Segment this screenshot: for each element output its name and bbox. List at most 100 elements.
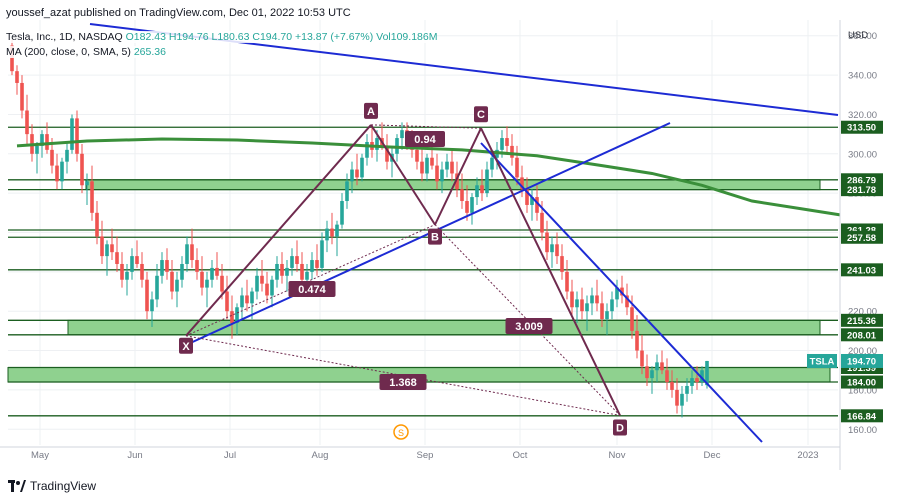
level-price-text: 184.00 <box>847 378 876 389</box>
candle-body <box>420 161 424 174</box>
level-price-text: 191.39 <box>847 363 876 374</box>
candle-body <box>185 244 189 264</box>
candle-body <box>345 181 349 202</box>
candle-body <box>55 165 59 182</box>
pattern-point-bg <box>428 228 442 245</box>
candle-body <box>300 263 304 280</box>
candle-body <box>645 366 649 379</box>
candle-body <box>690 378 694 386</box>
legend-symbol: Tesla, Inc., 1D, NASDAQ <box>6 31 123 43</box>
candle-body <box>170 271 174 292</box>
level-price-tag <box>841 409 883 423</box>
candle-body <box>550 244 554 253</box>
candle-body <box>110 244 114 253</box>
candle-body <box>595 295 599 304</box>
candle-body <box>140 263 144 280</box>
pattern-point-text: X <box>182 341 190 353</box>
x-tick-label: Jul <box>224 450 236 461</box>
candle-body <box>235 307 239 324</box>
pattern-point-text: A <box>367 106 375 118</box>
candle-body <box>245 295 249 304</box>
candle-body <box>215 267 219 276</box>
legend-low: L180.63 <box>211 31 250 43</box>
ratio-label-bg <box>379 374 427 390</box>
y-tick-label: 340.00 <box>848 71 877 82</box>
pattern-leg <box>434 127 482 226</box>
candle-body <box>230 311 234 324</box>
level-price-tag <box>841 173 883 187</box>
candle-body <box>305 271 309 280</box>
candle-body <box>40 134 44 146</box>
ma-legend-label: MA (200, close, 0, SMA, 5) <box>6 46 131 58</box>
level-price-text: 241.03 <box>847 265 876 276</box>
ratio-label-text: 1.368 <box>389 377 417 389</box>
candle-body <box>360 157 364 178</box>
pattern-point-label: X <box>179 337 193 354</box>
y-tick-label: 180.00 <box>848 385 877 396</box>
last-price-symbol-text: TSLA <box>810 356 835 367</box>
candle-body <box>485 169 489 194</box>
level-price-text: 166.84 <box>847 411 877 422</box>
ratio-label-text: 3.009 <box>515 321 543 333</box>
candle-body <box>125 271 129 280</box>
candle-body <box>220 275 224 292</box>
last-price-tag <box>841 353 883 368</box>
split-marker-icon: S <box>393 424 409 440</box>
pattern-leg <box>370 124 436 226</box>
level-price-text: 286.79 <box>847 175 876 186</box>
candle-body <box>600 303 604 320</box>
ma-legend: MA (200, close, 0, SMA, 5) 265.36 <box>6 46 166 58</box>
footer-brand-text: TradingView <box>30 479 97 493</box>
candle-body <box>15 71 19 83</box>
candle-body <box>640 350 644 367</box>
split-marker-circle <box>393 424 409 440</box>
ratio-label-bg <box>288 281 336 297</box>
level-price-tag <box>841 230 883 244</box>
symbol-legend: Tesla, Inc., 1D, NASDAQ O182.43 H194.76 … <box>6 31 438 43</box>
legend-change: +13.87 (+7.67%) <box>295 31 374 43</box>
candle-body <box>25 110 29 135</box>
y-tick-label: 200.00 <box>848 346 877 357</box>
candle-body <box>240 295 244 308</box>
candle-body <box>50 149 54 166</box>
legend-close: C194.70 <box>252 31 293 43</box>
y-tick-label: 300.00 <box>848 149 877 160</box>
levels <box>8 126 838 417</box>
candle-body <box>660 362 664 371</box>
ratio-label: 1.368 <box>379 374 427 390</box>
pattern-point-bg <box>179 337 193 354</box>
ratio-label-bg <box>405 131 445 147</box>
candle-body <box>425 157 429 174</box>
split-marker-letter: S <box>398 428 404 438</box>
candle-body <box>190 244 194 261</box>
candle-body <box>80 153 84 186</box>
candle-body <box>35 145 39 154</box>
candle-body <box>200 271 204 288</box>
zone-rect <box>67 319 821 336</box>
level-price-tag <box>841 120 883 134</box>
y-tick-label: 160.00 <box>848 425 877 436</box>
candle-body <box>355 169 359 178</box>
ma-series-line <box>16 137 883 224</box>
x-tick-label: Aug <box>312 450 329 461</box>
candle-body <box>650 370 654 379</box>
candle-body <box>620 287 624 296</box>
candle-body <box>655 362 659 371</box>
candle-body <box>155 275 159 300</box>
candle-body <box>225 291 229 312</box>
candle-body <box>475 185 479 198</box>
candle-body <box>145 279 149 312</box>
level-price-tag <box>841 375 883 389</box>
candle-body <box>415 149 419 162</box>
candle-body <box>435 165 439 182</box>
candle-body <box>560 256 564 272</box>
candle-body <box>255 275 259 292</box>
candle-body <box>270 279 274 296</box>
candle-body <box>630 307 634 331</box>
y-tick-label: 320.00 <box>848 110 877 121</box>
candle-body <box>705 360 709 386</box>
candle-body <box>160 260 164 276</box>
tradingview-logo-icon <box>8 480 26 492</box>
